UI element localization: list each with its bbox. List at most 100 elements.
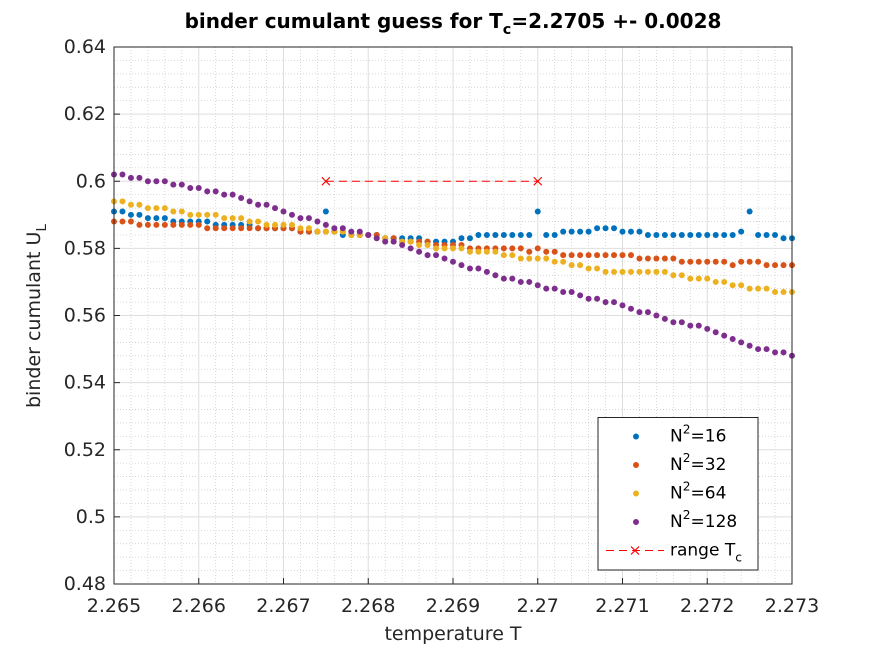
data-point bbox=[288, 211, 295, 218]
data-point bbox=[246, 218, 253, 225]
data-point bbox=[653, 231, 660, 238]
data-point bbox=[619, 268, 626, 275]
data-point bbox=[746, 285, 753, 292]
data-point bbox=[509, 245, 516, 252]
data-point bbox=[551, 285, 558, 292]
data-point bbox=[687, 275, 694, 282]
data-point bbox=[297, 215, 304, 222]
x-tick-label: 2.271 bbox=[595, 595, 649, 617]
data-point bbox=[441, 245, 448, 252]
data-point bbox=[746, 208, 753, 215]
data-point bbox=[356, 228, 363, 235]
x-tick-label: 2.268 bbox=[341, 595, 395, 617]
data-point bbox=[738, 339, 745, 346]
data-point bbox=[729, 262, 736, 269]
data-point bbox=[492, 272, 499, 279]
data-point bbox=[704, 275, 711, 282]
y-tick-label: 0.5 bbox=[76, 505, 106, 527]
data-point bbox=[170, 181, 177, 188]
data-point bbox=[119, 198, 126, 205]
legend-marker bbox=[633, 490, 639, 497]
data-point bbox=[577, 262, 584, 269]
data-point bbox=[534, 245, 541, 252]
legend-marker bbox=[633, 462, 639, 468]
data-point bbox=[721, 231, 728, 238]
y-tick-label: 0.54 bbox=[64, 371, 106, 393]
data-point bbox=[509, 252, 516, 259]
data-point bbox=[534, 208, 541, 215]
x-axis-label: temperature T bbox=[384, 623, 521, 645]
legend-marker bbox=[630, 546, 640, 555]
data-point bbox=[187, 211, 194, 218]
data-point bbox=[331, 225, 338, 232]
data-point bbox=[178, 208, 185, 215]
y-tick-label: 0.6 bbox=[76, 170, 106, 192]
data-point bbox=[475, 265, 482, 272]
x-tick-label: 2.269 bbox=[426, 595, 480, 617]
data-point bbox=[136, 221, 143, 228]
data-point bbox=[670, 272, 677, 279]
data-point bbox=[339, 225, 346, 232]
data-point bbox=[695, 258, 702, 265]
data-point bbox=[763, 285, 770, 292]
data-point bbox=[500, 231, 507, 238]
data-point bbox=[229, 215, 236, 222]
data-point bbox=[458, 262, 465, 269]
data-point bbox=[424, 252, 431, 259]
data-point bbox=[721, 332, 728, 339]
data-point bbox=[509, 275, 516, 282]
data-point bbox=[322, 228, 329, 235]
y-tick-label: 0.64 bbox=[64, 36, 106, 58]
data-point bbox=[687, 258, 694, 265]
data-point bbox=[763, 231, 770, 238]
data-point bbox=[543, 248, 550, 255]
data-point bbox=[136, 201, 143, 208]
data-point bbox=[729, 282, 736, 289]
data-point bbox=[466, 235, 473, 242]
data-point bbox=[670, 255, 677, 262]
data-point bbox=[517, 278, 524, 285]
data-point bbox=[399, 242, 406, 249]
data-point bbox=[246, 225, 253, 232]
data-point bbox=[144, 205, 151, 212]
data-point bbox=[127, 201, 134, 208]
data-point bbox=[704, 231, 711, 238]
data-point bbox=[611, 225, 618, 232]
data-point bbox=[636, 268, 643, 275]
data-point bbox=[212, 225, 219, 232]
data-point bbox=[560, 228, 567, 235]
data-point bbox=[178, 221, 185, 228]
data-point bbox=[178, 181, 185, 188]
data-point bbox=[678, 319, 685, 326]
data-point bbox=[161, 221, 168, 228]
data-point bbox=[119, 208, 126, 215]
data-point bbox=[712, 231, 719, 238]
data-point bbox=[602, 252, 609, 259]
data-point bbox=[661, 268, 668, 275]
data-point bbox=[577, 292, 584, 299]
data-point bbox=[619, 252, 626, 259]
data-point bbox=[466, 265, 473, 272]
data-point bbox=[153, 215, 160, 222]
data-point bbox=[644, 255, 651, 262]
ticks: 2.265 2.266 2.267 2.268 2.269 2.27 2.271 2.272 2… bbox=[64, 36, 820, 617]
data-point bbox=[738, 258, 745, 265]
data-point bbox=[670, 231, 677, 238]
data-point bbox=[238, 215, 245, 222]
data-point bbox=[517, 231, 524, 238]
data-point bbox=[772, 262, 779, 269]
data-point bbox=[221, 225, 228, 232]
data-point bbox=[653, 312, 660, 319]
data-point bbox=[619, 302, 626, 309]
data-point bbox=[153, 178, 160, 185]
data-point bbox=[458, 235, 465, 242]
data-point bbox=[458, 245, 465, 252]
data-point bbox=[729, 335, 736, 342]
data-point bbox=[738, 228, 745, 235]
data-point bbox=[204, 218, 211, 225]
data-point bbox=[322, 221, 329, 228]
data-point bbox=[119, 171, 126, 178]
data-point bbox=[577, 252, 584, 259]
data-point bbox=[611, 299, 618, 306]
data-point bbox=[594, 225, 601, 232]
